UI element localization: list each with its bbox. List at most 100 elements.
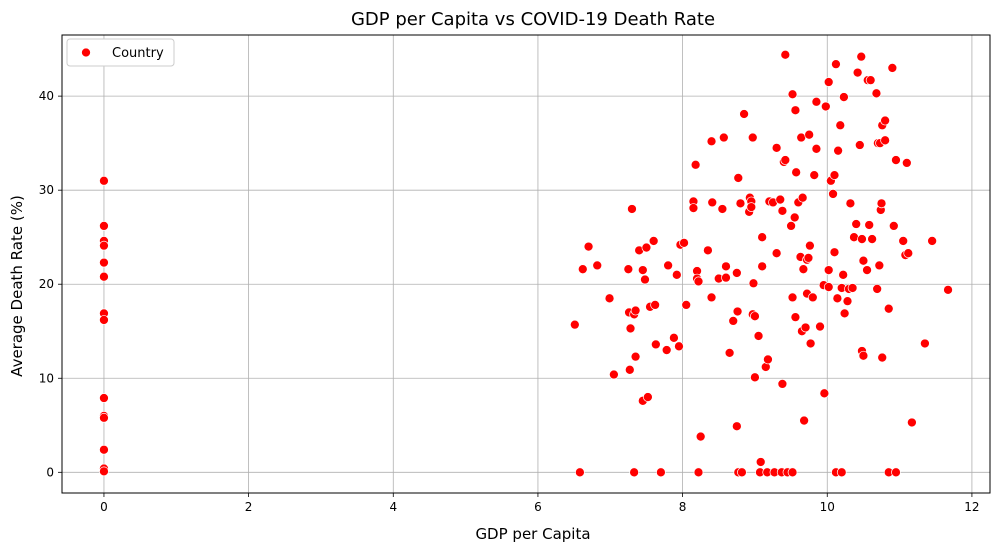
- x-tick-label: 2: [245, 500, 253, 514]
- data-point: [99, 175, 109, 186]
- data-point: [763, 354, 773, 365]
- data-point: [865, 75, 876, 85]
- data-point: [733, 173, 744, 183]
- data-point: [750, 372, 760, 383]
- data-point: [804, 129, 815, 140]
- data-point: [771, 143, 782, 153]
- data-point: [819, 388, 830, 399]
- data-point: [650, 300, 660, 310]
- data-point: [728, 316, 739, 326]
- data-point: [724, 348, 735, 358]
- data-point: [648, 236, 659, 246]
- data-point: [856, 51, 867, 62]
- data-point: [809, 170, 820, 180]
- data-point: [630, 351, 641, 362]
- data-point: [786, 221, 796, 231]
- y-tick-label: 10: [39, 371, 54, 385]
- data-point: [867, 234, 877, 244]
- data-point: [852, 67, 863, 78]
- data-point: [757, 261, 768, 272]
- data-point: [623, 264, 634, 275]
- data-point: [643, 392, 653, 402]
- data-point: [735, 198, 746, 209]
- data-point: [842, 296, 853, 306]
- data-point: [681, 300, 692, 310]
- data-point: [805, 338, 816, 349]
- data-point: [748, 278, 759, 289]
- data-point: [805, 240, 815, 251]
- data-point: [798, 264, 809, 275]
- x-ticks: 0 2 4 6 8 10 12: [100, 493, 980, 514]
- data-point: [575, 467, 585, 478]
- legend-label: Country: [112, 46, 164, 61]
- data-point: [706, 292, 717, 303]
- data-point: [823, 265, 834, 275]
- data-point: [858, 255, 869, 266]
- data-point: [99, 412, 109, 423]
- data-point: [880, 115, 890, 126]
- data-point: [883, 303, 894, 314]
- data-point: [839, 92, 849, 102]
- legend-marker: [81, 47, 91, 58]
- data-point: [746, 202, 757, 212]
- data-point: [857, 234, 867, 244]
- data-point: [583, 241, 594, 252]
- data-point: [777, 206, 788, 216]
- data-point: [750, 311, 760, 322]
- data-point: [577, 264, 588, 275]
- data-point: [753, 331, 764, 341]
- data-point: [99, 444, 109, 455]
- data-point: [627, 204, 637, 214]
- data-point: [690, 159, 701, 170]
- data-point: [887, 63, 898, 73]
- data-point: [569, 319, 580, 330]
- grid-lines: [62, 35, 990, 493]
- data-point: [99, 257, 109, 268]
- data-point: [739, 109, 749, 119]
- data-point: [731, 421, 742, 432]
- data-point: [790, 105, 801, 116]
- data-point: [780, 155, 791, 165]
- data-point: [780, 49, 791, 60]
- data-point: [731, 268, 742, 278]
- data-point: [789, 212, 800, 223]
- data-point: [891, 155, 901, 165]
- data-point: [877, 352, 888, 363]
- data-point: [888, 221, 899, 231]
- data-point: [800, 322, 811, 333]
- data-point: [858, 350, 869, 361]
- data-point: [823, 77, 834, 87]
- data-point: [828, 189, 838, 199]
- data-point: [847, 283, 858, 293]
- data-point: [721, 261, 731, 272]
- data-point: [604, 293, 615, 304]
- y-tick-label: 40: [39, 89, 54, 103]
- data-point: [669, 332, 679, 343]
- data-point: [630, 305, 641, 316]
- data-point: [755, 457, 766, 467]
- data-point: [854, 140, 865, 150]
- data-point: [777, 379, 788, 389]
- plot-frame: [61, 34, 991, 494]
- data-point: [737, 467, 747, 478]
- data-point: [609, 369, 619, 380]
- data-point: [679, 237, 689, 248]
- data-point: [641, 242, 652, 253]
- data-point: [898, 236, 909, 246]
- data-point: [815, 321, 825, 332]
- data-point: [625, 323, 636, 334]
- data-point: [99, 221, 109, 231]
- data-point: [839, 308, 850, 319]
- data-point: [790, 312, 801, 322]
- data-point: [693, 276, 704, 287]
- data-point: [836, 467, 847, 478]
- x-tick-label: 12: [964, 500, 979, 514]
- data-point: [787, 89, 798, 100]
- data-point: [671, 269, 682, 280]
- data-point: [706, 136, 717, 147]
- y-ticks: 0 10 20 30 40: [39, 89, 62, 479]
- data-point: [891, 467, 901, 478]
- data-point: [880, 135, 890, 146]
- data-point: [901, 158, 912, 168]
